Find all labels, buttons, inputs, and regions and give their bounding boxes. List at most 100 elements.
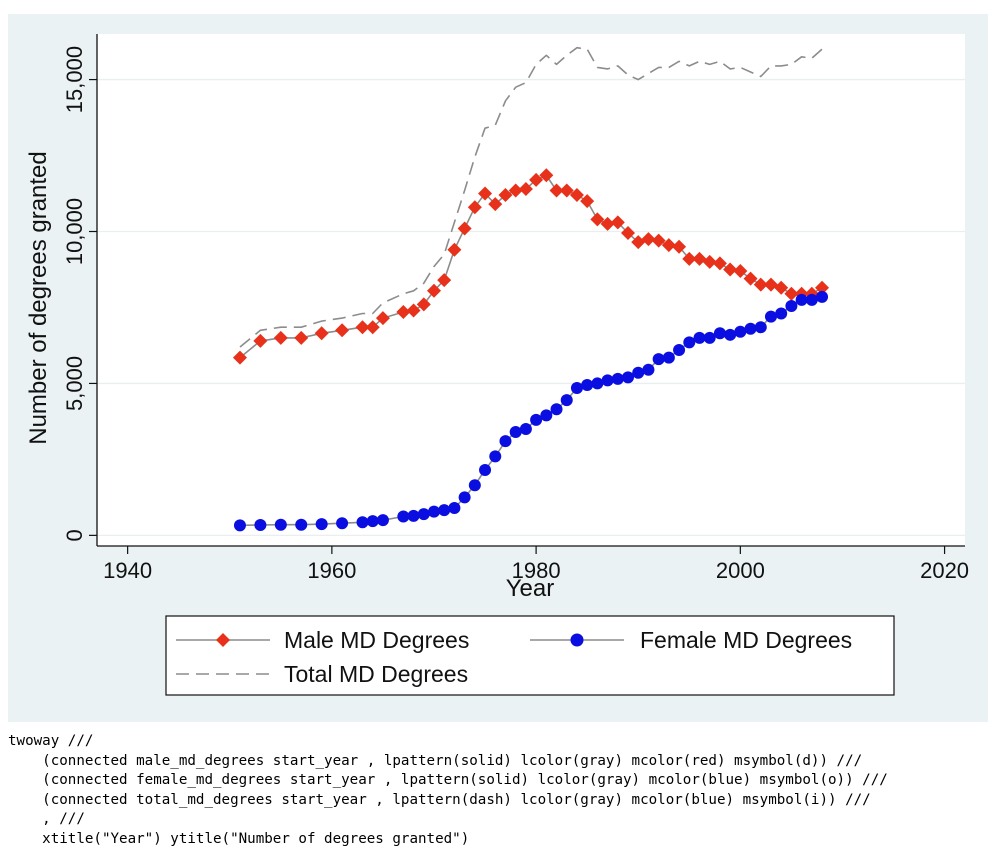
data-point-female-md-degrees	[448, 502, 461, 515]
data-point-female-md-degrees	[673, 344, 686, 357]
data-point-male-md-degrees	[559, 183, 574, 198]
data-point-male-md-degrees	[784, 286, 799, 301]
data-point-male-md-degrees	[539, 168, 554, 183]
x-tick-label: 2000	[716, 558, 765, 583]
data-point-male-md-degrees	[396, 305, 411, 320]
data-point-male-md-degrees	[774, 280, 789, 295]
data-point-female-md-degrees	[530, 413, 543, 426]
data-point-female-md-degrees	[315, 518, 328, 531]
data-point-male-md-degrees	[314, 326, 329, 341]
legend: Male MD Degrees Female MD Degrees Total …	[165, 615, 895, 696]
data-point-male-md-degrees	[712, 256, 727, 271]
data-point-female-md-degrees	[274, 518, 287, 531]
y-tick-label: 5,000	[62, 356, 87, 411]
axes	[89, 34, 965, 554]
legend-female-marker	[570, 633, 584, 647]
data-point-male-md-degrees	[815, 280, 830, 295]
data-point-male-md-degrees	[375, 311, 390, 326]
data-point-male-md-degrees	[723, 262, 738, 277]
x-tick-label: 1980	[512, 558, 561, 583]
data-point-male-md-degrees	[651, 233, 666, 248]
data-point-female-md-degrees	[233, 519, 246, 532]
data-point-male-md-degrees	[682, 251, 697, 266]
data-point-female-md-degrees	[642, 363, 655, 376]
data-point-male-md-degrees	[733, 264, 748, 279]
data-point-male-md-degrees	[406, 303, 421, 318]
x-axis-title: Year	[506, 575, 555, 602]
data-point-male-md-degrees	[498, 188, 513, 203]
data-point-female-md-degrees	[622, 371, 635, 384]
tick-labels: 0 5,000 10,000 15,000 1940 1960 1980 2000 2020	[62, 46, 969, 583]
data-point-female-md-degrees	[336, 517, 349, 530]
data-point-female-md-degrees	[417, 508, 430, 521]
data-point-male-md-degrees	[580, 194, 595, 209]
data-point-female-md-degrees	[703, 331, 716, 344]
code-line: (connected female_md_degrees start_year …	[8, 772, 888, 789]
data-point-male-md-degrees	[457, 221, 472, 236]
data-point-male-md-degrees	[672, 239, 687, 254]
data-point-male-md-degrees	[488, 197, 503, 212]
data-point-male-md-degrees	[426, 283, 441, 298]
data-point-male-md-degrees	[569, 188, 584, 203]
code-line: (connected male_md_degrees start_year , …	[8, 752, 863, 769]
data-point-male-md-degrees	[447, 242, 462, 257]
code-line: , ///	[8, 811, 85, 828]
data-point-male-md-degrees	[416, 297, 431, 312]
data-point-female-md-degrees	[795, 293, 808, 306]
stata-code-block: twoway /// (connected male_md_degrees st…	[8, 732, 888, 850]
data-point-male-md-degrees	[753, 277, 768, 292]
data-point-male-md-degrees	[549, 183, 564, 198]
data-point-male-md-degrees	[294, 330, 309, 345]
data-point-female-md-degrees	[775, 307, 788, 320]
data-point-female-md-degrees	[601, 374, 614, 387]
x-tick-label: 1940	[103, 558, 152, 583]
data-point-female-md-degrees	[816, 290, 829, 303]
data-point-male-md-degrees	[600, 216, 615, 231]
data-point-male-md-degrees	[253, 333, 268, 348]
data-point-male-md-degrees	[529, 172, 544, 187]
data-point-male-md-degrees	[518, 181, 533, 196]
data-point-male-md-degrees	[232, 350, 247, 365]
data-point-female-md-degrees	[489, 450, 502, 463]
y-axis-title: Number of degrees granted	[25, 151, 52, 445]
legend-female-label: Female MD Degrees	[640, 627, 852, 653]
data-point-female-md-degrees	[427, 505, 440, 518]
legend-total-label: Total MD Degrees	[284, 661, 468, 687]
data-point-female-md-degrees	[805, 293, 818, 306]
data-point-female-md-degrees	[560, 394, 573, 407]
plot-area	[97, 34, 965, 546]
data-point-male-md-degrees	[273, 330, 288, 345]
data-point-female-md-degrees	[662, 351, 675, 364]
data-point-male-md-degrees	[621, 226, 636, 241]
data-point-female-md-degrees	[754, 321, 767, 334]
data-point-female-md-degrees	[407, 509, 420, 522]
data-point-male-md-degrees	[661, 238, 676, 253]
data-point-male-md-degrees	[641, 232, 656, 247]
data-point-male-md-degrees	[631, 235, 646, 250]
chart-canvas: 0 5,000 10,000 15,000 1940 1960 1980 2000 2020 Y…	[25, 34, 969, 696]
legend-male-label: Male MD Degrees	[284, 627, 469, 653]
data-point-female-md-degrees	[438, 504, 451, 517]
chart-figure: 0 5,000 10,000 15,000 1940 1960 1980 2000 2020 Y…	[8, 14, 988, 722]
data-point-male-md-degrees	[743, 271, 758, 286]
data-point-female-md-degrees	[683, 336, 696, 349]
data-point-female-md-degrees	[366, 515, 379, 528]
data-point-female-md-degrees	[295, 518, 308, 531]
code-line: (connected total_md_degrees start_year ,…	[8, 791, 871, 808]
data-point-female-md-degrees	[550, 403, 563, 416]
y-tick-label: 10,000	[62, 198, 87, 265]
data-point-male-md-degrees	[355, 320, 370, 335]
data-point-female-md-degrees	[468, 479, 481, 492]
data-point-female-md-degrees	[693, 331, 706, 344]
data-point-female-md-degrees	[540, 409, 553, 422]
code-line: xtitle("Year") ytitle("Number of degrees…	[8, 830, 470, 847]
data-point-male-md-degrees	[590, 212, 605, 227]
data-point-female-md-degrees	[734, 325, 747, 338]
gridlines	[97, 78, 965, 537]
data-point-female-md-degrees	[254, 519, 267, 532]
data-point-female-md-degrees	[479, 464, 492, 477]
data-point-female-md-degrees	[499, 435, 512, 448]
data-point-female-md-degrees	[570, 381, 583, 394]
data-point-female-md-degrees	[785, 299, 798, 312]
data-point-female-md-degrees	[376, 514, 389, 527]
